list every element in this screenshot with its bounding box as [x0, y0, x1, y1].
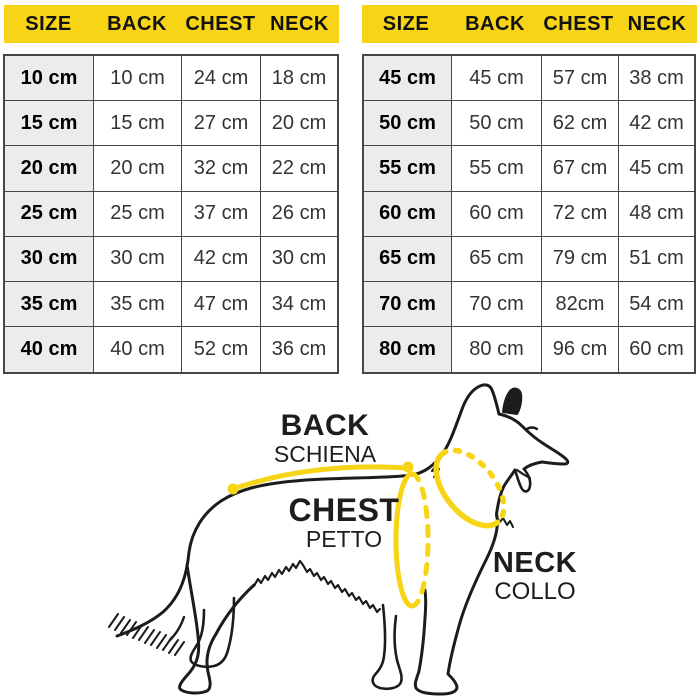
size-cell: 80 cm	[364, 327, 452, 373]
back-cell: 20 cm	[94, 146, 182, 192]
neck-label-title: NECK	[492, 547, 578, 579]
size-cell: 55 cm	[364, 146, 452, 192]
neck-cell: 34 cm	[261, 282, 337, 328]
back-cell: 35 cm	[94, 281, 182, 328]
chest-cell: 82cm	[542, 281, 619, 328]
back-measure-endpoint	[227, 483, 239, 495]
neck-cell: 60 cm	[629, 338, 684, 361]
chest-cell: 67 cm	[542, 146, 619, 192]
back-cell: 15 cm	[94, 101, 182, 147]
chest-cell: 27 cm	[182, 101, 261, 147]
back-measure-endpoint	[402, 461, 414, 473]
header-chest: CHEST	[185, 12, 256, 35]
chest-label-title: CHEST	[288, 492, 400, 528]
header-neck: NECK	[270, 12, 329, 35]
header-back: BACK	[107, 12, 167, 35]
size-cell: 30 cm	[5, 236, 94, 282]
neck-cell: 42 cm	[619, 101, 694, 147]
neck-cell: 48 cm	[619, 192, 694, 237]
back-cell: 80 cm	[452, 327, 542, 373]
back-label: BACK SCHIENA	[235, 409, 415, 468]
header-neck: NECK	[627, 12, 687, 35]
back-cell: 65 cm	[452, 236, 542, 282]
size-cell: 45 cm	[364, 56, 452, 102]
header-size: SIZE	[382, 12, 430, 35]
neck-cell: 54 cm	[619, 282, 694, 328]
size-cell: 35 cm	[5, 281, 94, 328]
neck-cell: 45 cm	[619, 146, 694, 192]
size-cell: 15 cm	[5, 101, 94, 147]
back-label-subtitle: SCHIENA	[273, 441, 377, 467]
neck-cell: 22 cm	[261, 146, 337, 192]
neck-measure-ellipse	[433, 451, 501, 529]
dog-illustration	[108, 383, 570, 696]
chest-measure-ellipse-dashed	[409, 471, 431, 609]
back-cell: 50 cm	[452, 101, 542, 147]
size-table-small-header: SIZE BACK CHEST NECK	[4, 5, 339, 43]
neck-cell: 20 cm	[261, 101, 337, 147]
chest-cell: 42 cm	[182, 236, 261, 282]
back-measure-line	[230, 464, 411, 492]
size-cell: 40 cm	[5, 327, 94, 373]
neck-cell: 30 cm	[261, 237, 337, 282]
chest-label-subtitle: PETTO	[305, 526, 383, 552]
size-cell: 50 cm	[364, 101, 452, 147]
chest-cell: 52 cm	[182, 327, 261, 373]
dog-ear	[502, 387, 523, 415]
back-label-title: BACK	[280, 409, 370, 442]
size-cell: 10 cm	[5, 56, 94, 102]
size-cell: 70 cm	[364, 281, 452, 328]
size-table-large-header: SIZE BACK CHEST NECK	[362, 5, 697, 43]
neck-measure-ellipse-dashed	[439, 447, 507, 525]
chest-cell: 37 cm	[182, 191, 261, 237]
neck-label: NECK COLLO	[445, 549, 625, 606]
back-cell: 60 cm	[452, 191, 542, 237]
neck-label-subtitle: COLLO	[494, 578, 576, 605]
size-cell: 25 cm	[5, 191, 94, 237]
header-back: BACK	[465, 12, 525, 35]
neck-cell: 51 cm	[619, 237, 694, 282]
neck-cell: 38 cm	[619, 56, 694, 102]
back-cell: 40 cm	[94, 327, 182, 373]
chest-cell: 47 cm	[182, 281, 261, 328]
chest-cell: 24 cm	[182, 56, 261, 102]
neck-cell: 26 cm	[261, 192, 337, 237]
chest-label: CHEST PETTO	[254, 494, 434, 552]
chest-cell: 72 cm	[542, 191, 619, 237]
size-cell: 65 cm	[364, 236, 452, 282]
chest-cell: 57 cm	[542, 56, 619, 102]
header-chest: CHEST	[543, 12, 614, 35]
back-cell: 30 cm	[94, 236, 182, 282]
chest-cell: 79 cm	[542, 236, 619, 282]
header-size: SIZE	[25, 12, 72, 35]
size-cell: 60 cm	[364, 191, 452, 237]
back-cell: 55 cm	[452, 146, 542, 192]
dog-outline	[108, 383, 570, 696]
back-cell: 25 cm	[94, 191, 182, 237]
back-cell: 10 cm	[94, 56, 182, 102]
neck-cell: 18 cm	[261, 56, 337, 102]
neck-cell: 36 cm	[271, 338, 327, 361]
chest-cell: 32 cm	[182, 146, 261, 192]
size-table-small: 10 cm 10 cm 24 cm 18 cm 15 cm 15 cm 27 c…	[3, 54, 339, 375]
chest-cell: 62 cm	[542, 101, 619, 147]
back-cell: 70 cm	[452, 281, 542, 328]
size-table-large: 45 cm 45 cm 57 cm 38 cm 50 cm 50 cm 62 c…	[362, 54, 696, 375]
chest-cell: 96 cm	[542, 327, 619, 373]
back-cell: 45 cm	[452, 56, 542, 102]
chest-measure-ellipse	[393, 471, 415, 609]
measure-indicators	[227, 447, 507, 609]
size-cell: 20 cm	[5, 146, 94, 192]
